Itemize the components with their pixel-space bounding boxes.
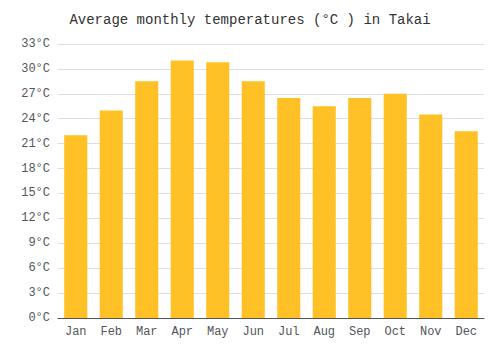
svg-text:Oct: Oct [384, 325, 406, 339]
svg-text:3°C: 3°C [28, 286, 50, 300]
svg-text:Jun: Jun [242, 325, 264, 339]
svg-text:15°C: 15°C [21, 186, 50, 200]
svg-text:Sep: Sep [349, 325, 371, 339]
svg-text:6°C: 6°C [28, 261, 50, 275]
svg-text:0°C: 0°C [28, 311, 50, 325]
svg-text:9°C: 9°C [28, 236, 50, 250]
svg-text:Aug: Aug [313, 325, 335, 339]
svg-text:May: May [207, 325, 229, 339]
svg-text:21°C: 21°C [21, 137, 50, 151]
svg-text:Average monthly temperatures (: Average monthly temperatures (°C ) in Ta… [69, 12, 430, 28]
svg-text:24°C: 24°C [21, 112, 50, 126]
svg-text:18°C: 18°C [21, 162, 50, 176]
svg-text:Mar: Mar [136, 325, 158, 339]
svg-text:Jul: Jul [278, 325, 300, 339]
svg-text:27°C: 27°C [21, 87, 50, 101]
svg-text:33°C: 33°C [21, 37, 50, 51]
svg-text:Feb: Feb [100, 325, 122, 339]
svg-text:Jan: Jan [65, 325, 87, 339]
svg-text:Apr: Apr [171, 325, 193, 339]
svg-text:12°C: 12°C [21, 211, 50, 225]
svg-text:Nov: Nov [420, 325, 442, 339]
svg-text:30°C: 30°C [21, 62, 50, 76]
svg-text:Dec: Dec [455, 325, 477, 339]
